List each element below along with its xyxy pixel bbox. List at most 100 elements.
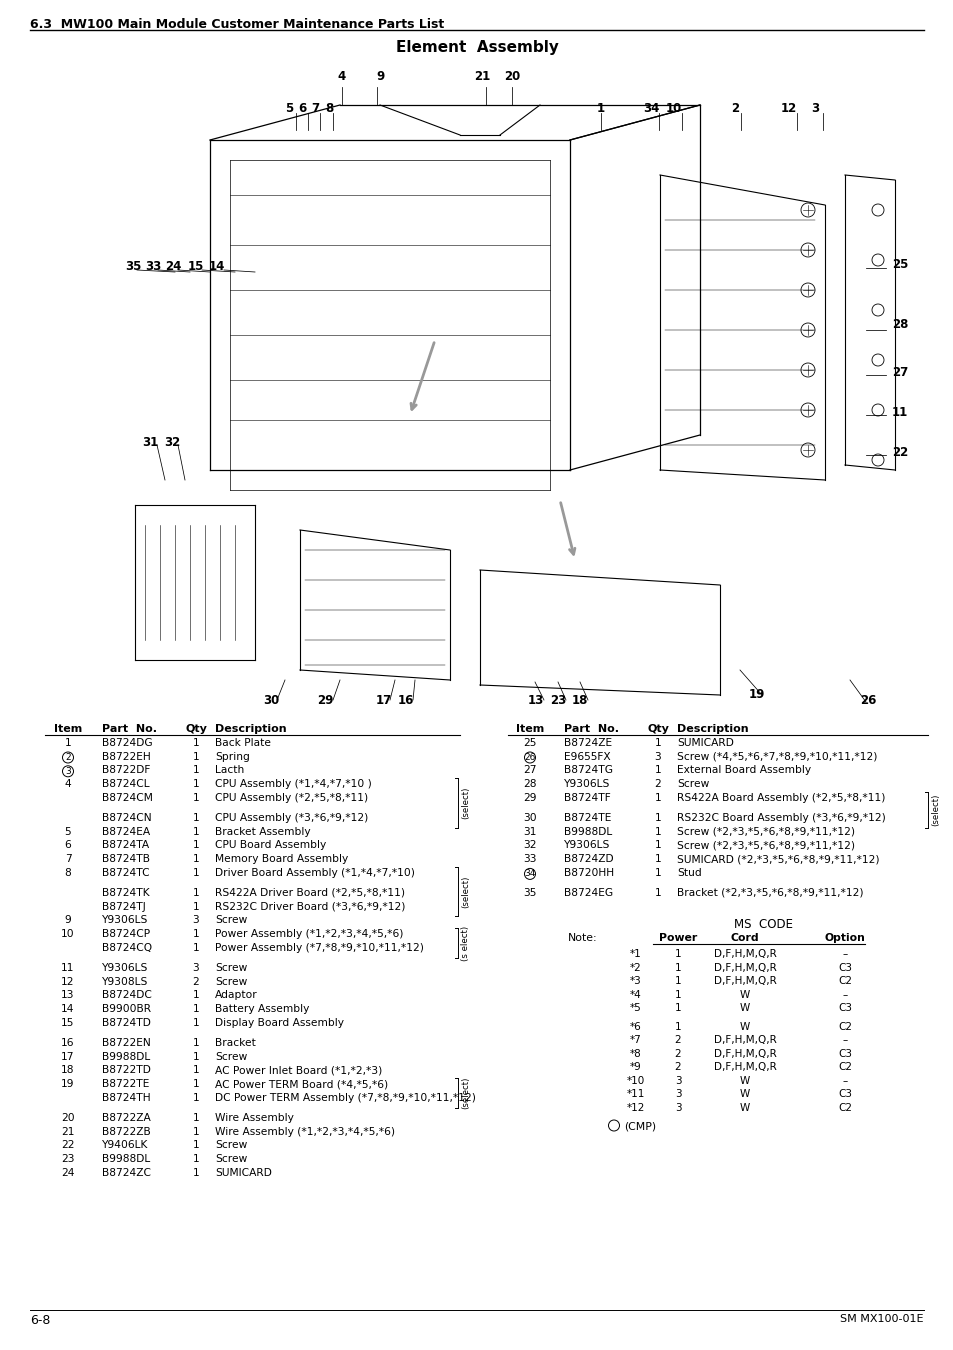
Text: 10: 10 bbox=[61, 929, 74, 940]
Text: 21: 21 bbox=[474, 70, 490, 84]
Text: Y9406LK: Y9406LK bbox=[102, 1141, 149, 1150]
Text: 1: 1 bbox=[193, 1154, 199, 1164]
Text: 4: 4 bbox=[65, 779, 71, 790]
Text: (s elect): (s elect) bbox=[460, 926, 470, 961]
Text: C3: C3 bbox=[837, 1089, 851, 1099]
Text: 34: 34 bbox=[642, 101, 659, 115]
Text: 1: 1 bbox=[193, 752, 199, 761]
Text: B8724ZC: B8724ZC bbox=[102, 1168, 151, 1179]
Text: 1: 1 bbox=[674, 976, 680, 987]
Text: Part  No.: Part No. bbox=[102, 724, 157, 734]
Text: Screw: Screw bbox=[214, 915, 247, 925]
Text: B8722ZA: B8722ZA bbox=[102, 1112, 151, 1123]
Text: *4: *4 bbox=[630, 990, 641, 1000]
Circle shape bbox=[801, 284, 814, 297]
Text: 2: 2 bbox=[730, 101, 739, 115]
Text: *3: *3 bbox=[630, 976, 641, 987]
Text: 8: 8 bbox=[65, 868, 71, 878]
Text: SUMICARD: SUMICARD bbox=[214, 1168, 272, 1179]
Text: (select): (select) bbox=[930, 794, 939, 826]
Text: B8724DC: B8724DC bbox=[102, 991, 152, 1000]
Text: B8724TD: B8724TD bbox=[102, 1018, 151, 1027]
Circle shape bbox=[871, 454, 883, 466]
Text: CPU Assembly (*2,*5,*8,*11): CPU Assembly (*2,*5,*8,*11) bbox=[214, 792, 368, 803]
Text: 31: 31 bbox=[522, 826, 537, 837]
Text: Item: Item bbox=[53, 724, 82, 734]
Text: Display Board Assembly: Display Board Assembly bbox=[214, 1018, 344, 1027]
Text: 2: 2 bbox=[674, 1062, 680, 1072]
Text: 1: 1 bbox=[674, 949, 680, 960]
Text: 1: 1 bbox=[193, 1168, 199, 1179]
Text: W: W bbox=[740, 1076, 749, 1085]
Text: 3: 3 bbox=[193, 915, 199, 925]
Text: CPU Board Assembly: CPU Board Assembly bbox=[214, 841, 326, 850]
Text: 5: 5 bbox=[285, 101, 293, 115]
Text: C2: C2 bbox=[837, 1103, 851, 1112]
Text: 7: 7 bbox=[311, 101, 318, 115]
Text: E9655FX: E9655FX bbox=[563, 752, 610, 761]
Text: 32: 32 bbox=[522, 841, 537, 850]
Text: 1: 1 bbox=[193, 991, 199, 1000]
Text: 5: 5 bbox=[65, 826, 71, 837]
Text: RS422A Board Assembly (*2,*5,*8,*11): RS422A Board Assembly (*2,*5,*8,*11) bbox=[677, 792, 884, 803]
Text: B9900BR: B9900BR bbox=[102, 1004, 151, 1014]
Text: W: W bbox=[740, 1089, 749, 1099]
Text: Screw: Screw bbox=[214, 976, 247, 987]
Text: Qty: Qty bbox=[185, 724, 207, 734]
Text: 1: 1 bbox=[193, 855, 199, 864]
Text: B8724CQ: B8724CQ bbox=[102, 944, 152, 953]
Text: Y9306LS: Y9306LS bbox=[563, 779, 610, 790]
Text: Item: Item bbox=[516, 724, 543, 734]
Text: Bracket: Bracket bbox=[214, 1038, 255, 1048]
Circle shape bbox=[871, 354, 883, 366]
Text: 23: 23 bbox=[61, 1154, 74, 1164]
Text: 33: 33 bbox=[145, 261, 161, 274]
Text: –: – bbox=[841, 1076, 846, 1085]
Text: B8724TH: B8724TH bbox=[102, 1094, 151, 1103]
Text: W: W bbox=[740, 1003, 749, 1014]
Text: D,F,H,M,Q,R: D,F,H,M,Q,R bbox=[713, 963, 776, 973]
Text: B8724TJ: B8724TJ bbox=[102, 902, 146, 911]
Text: B8724TF: B8724TF bbox=[563, 792, 610, 803]
Text: 1: 1 bbox=[193, 1127, 199, 1137]
Text: SM MX100-01E: SM MX100-01E bbox=[840, 1314, 923, 1324]
Text: 3: 3 bbox=[193, 963, 199, 973]
Text: Screw: Screw bbox=[677, 779, 709, 790]
Circle shape bbox=[801, 443, 814, 458]
Text: 3: 3 bbox=[674, 1089, 680, 1099]
Text: 1: 1 bbox=[193, 1065, 199, 1076]
Text: 2: 2 bbox=[65, 753, 71, 761]
Text: 25: 25 bbox=[891, 258, 907, 271]
Text: 1: 1 bbox=[193, 792, 199, 803]
Text: (select): (select) bbox=[460, 787, 470, 819]
Text: 1: 1 bbox=[193, 902, 199, 911]
Text: Power Assembly (*1,*2,*3,*4,*5,*6): Power Assembly (*1,*2,*3,*4,*5,*6) bbox=[214, 929, 403, 940]
Text: B8722TE: B8722TE bbox=[102, 1079, 150, 1089]
Circle shape bbox=[524, 868, 535, 879]
Text: B8724TC: B8724TC bbox=[102, 868, 150, 878]
Text: Cord: Cord bbox=[730, 933, 759, 944]
Circle shape bbox=[801, 202, 814, 217]
Text: 33: 33 bbox=[522, 855, 537, 864]
Text: 1: 1 bbox=[193, 929, 199, 940]
Text: 28: 28 bbox=[891, 319, 907, 332]
Text: 1: 1 bbox=[65, 738, 71, 748]
Text: Y9308LS: Y9308LS bbox=[102, 976, 149, 987]
Text: Screw (*2,*3,*5,*6,*8,*9,*11,*12): Screw (*2,*3,*5,*6,*8,*9,*11,*12) bbox=[677, 826, 854, 837]
Text: 18: 18 bbox=[571, 694, 588, 706]
Text: B9988DL: B9988DL bbox=[102, 1052, 150, 1061]
Circle shape bbox=[871, 204, 883, 216]
Text: *12: *12 bbox=[626, 1103, 644, 1112]
Text: 1: 1 bbox=[654, 765, 660, 775]
Text: 22: 22 bbox=[61, 1141, 74, 1150]
Text: Y9306LS: Y9306LS bbox=[102, 963, 149, 973]
Text: B8724TG: B8724TG bbox=[563, 765, 613, 775]
Text: 1: 1 bbox=[193, 1038, 199, 1048]
Text: Bracket (*2,*3,*5,*6,*8,*9,*11,*12): Bracket (*2,*3,*5,*6,*8,*9,*11,*12) bbox=[677, 888, 862, 898]
Text: 3: 3 bbox=[674, 1076, 680, 1085]
Text: AC Power Inlet Board (*1,*2,*3): AC Power Inlet Board (*1,*2,*3) bbox=[214, 1065, 382, 1076]
Text: B8722EH: B8722EH bbox=[102, 752, 151, 761]
Text: 19: 19 bbox=[61, 1079, 74, 1089]
Text: C3: C3 bbox=[837, 1049, 851, 1058]
Text: 15: 15 bbox=[61, 1018, 74, 1027]
